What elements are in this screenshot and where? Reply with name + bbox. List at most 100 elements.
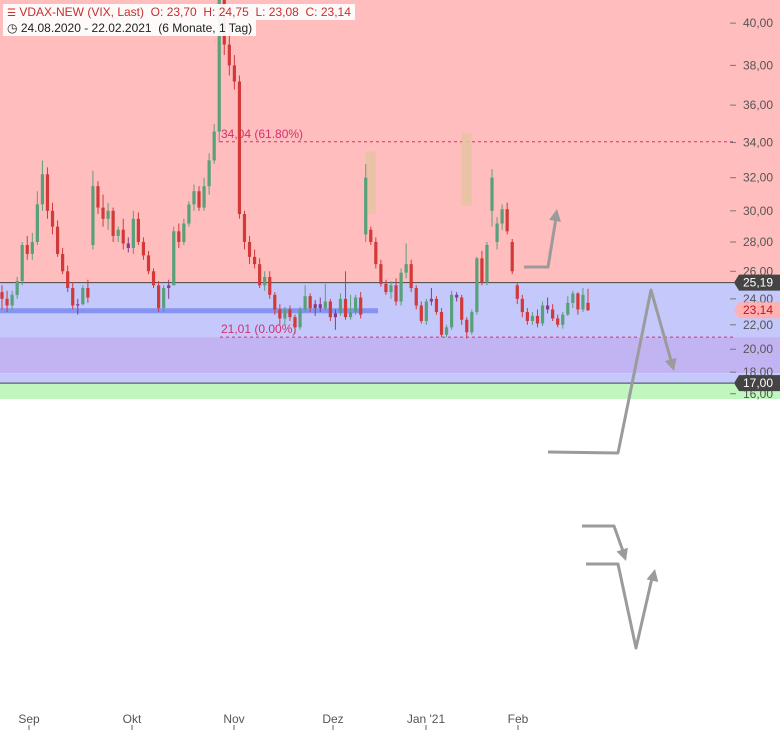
candle — [530, 312, 535, 325]
candle — [76, 298, 80, 315]
candle — [151, 268, 156, 289]
candle — [252, 249, 257, 269]
candle-body — [520, 298, 524, 313]
level-marker-low: 17,00 — [743, 376, 773, 390]
candle — [91, 170, 95, 250]
candle — [374, 237, 378, 269]
y-tick-label: 38,00 — [743, 58, 773, 72]
candle-body — [424, 301, 428, 322]
candle-body — [106, 210, 110, 219]
candle — [131, 210, 135, 254]
x-tick-label: Dez — [322, 712, 343, 726]
candle-body — [348, 312, 353, 318]
high-value: 24,75 — [218, 5, 249, 19]
candle-body — [25, 244, 29, 254]
candle-body — [10, 294, 14, 306]
candle-body — [359, 297, 363, 315]
candle-body — [172, 231, 176, 286]
y-tick-label: 36,00 — [743, 98, 773, 112]
candle-body — [212, 131, 216, 161]
candle — [232, 55, 236, 90]
candle — [429, 288, 433, 306]
candle-body — [444, 327, 449, 335]
price-zones — [0, 0, 780, 399]
candle — [66, 265, 70, 293]
candle — [439, 308, 444, 338]
candle — [359, 292, 363, 319]
candle — [495, 217, 499, 250]
y-tick-label: 32,00 — [743, 171, 773, 185]
candle-body — [581, 294, 585, 310]
candle-body — [525, 312, 529, 322]
candle — [0, 285, 4, 310]
candle — [71, 282, 75, 310]
candle — [369, 226, 373, 245]
candle-body — [495, 223, 499, 242]
candle-body — [460, 297, 464, 320]
chart-type-icon[interactable]: ☰ — [7, 8, 16, 19]
instrument-name: VDAX-NEW (VIX, Last) — [19, 5, 144, 19]
candle — [202, 177, 206, 211]
candle-body — [187, 204, 191, 224]
arrow-head — [549, 209, 561, 222]
candle — [86, 279, 90, 303]
fib-label: 34,04 (61.80%) — [221, 127, 303, 141]
candle — [348, 294, 353, 320]
candle-body — [343, 298, 348, 318]
candle — [505, 202, 509, 235]
candle-body — [318, 304, 322, 309]
candle — [182, 218, 186, 245]
candle-body — [192, 191, 196, 205]
x-tick-label: Jan '21 — [407, 712, 446, 726]
candle — [217, 0, 221, 143]
candle — [116, 226, 120, 242]
x-tick-label: Okt — [123, 712, 142, 726]
y-tick-label: 22,00 — [743, 318, 773, 332]
candle — [278, 304, 282, 325]
candle-body — [374, 241, 378, 265]
candle-body — [96, 186, 100, 208]
candle — [40, 160, 45, 211]
candle-body — [151, 271, 156, 286]
candle-body — [126, 243, 130, 248]
candle-body — [566, 302, 570, 315]
candle-body — [490, 177, 494, 211]
candle-body — [268, 276, 272, 295]
y-tick-label: 28,00 — [743, 235, 773, 249]
candle-body — [86, 288, 90, 298]
candle-body — [384, 283, 388, 293]
candle — [242, 210, 247, 250]
candle-body — [354, 297, 358, 313]
candle-body — [116, 229, 120, 236]
candle-body — [162, 288, 166, 309]
arrow-v — [586, 562, 654, 650]
candle — [298, 306, 302, 330]
candle — [121, 218, 125, 250]
candle-body — [111, 210, 115, 236]
arrow-down-small — [582, 524, 626, 555]
candle — [384, 279, 388, 295]
highlight-box — [461, 133, 472, 206]
candle-body — [561, 314, 565, 325]
candle-body — [252, 256, 257, 265]
period-info: ◷ 24.08.2020 - 22.02.2021 (6 Monate, 1 T… — [3, 20, 257, 36]
candle — [172, 226, 176, 286]
last-price-marker-bg — [734, 302, 780, 319]
candle-body — [45, 174, 50, 211]
candle — [96, 181, 100, 215]
candle-body — [258, 264, 262, 286]
candle-body — [556, 318, 560, 325]
candle — [333, 309, 338, 330]
candle — [101, 194, 105, 227]
candle — [283, 306, 287, 327]
candle-body — [101, 207, 105, 219]
candle-body — [20, 244, 24, 282]
candle — [525, 308, 529, 325]
y-tick-label: 30,00 — [743, 204, 773, 218]
candle-body — [510, 241, 514, 272]
candles — [0, 0, 590, 339]
zone-5 — [0, 383, 780, 399]
candle-body — [571, 293, 575, 303]
candle-body — [414, 288, 418, 306]
